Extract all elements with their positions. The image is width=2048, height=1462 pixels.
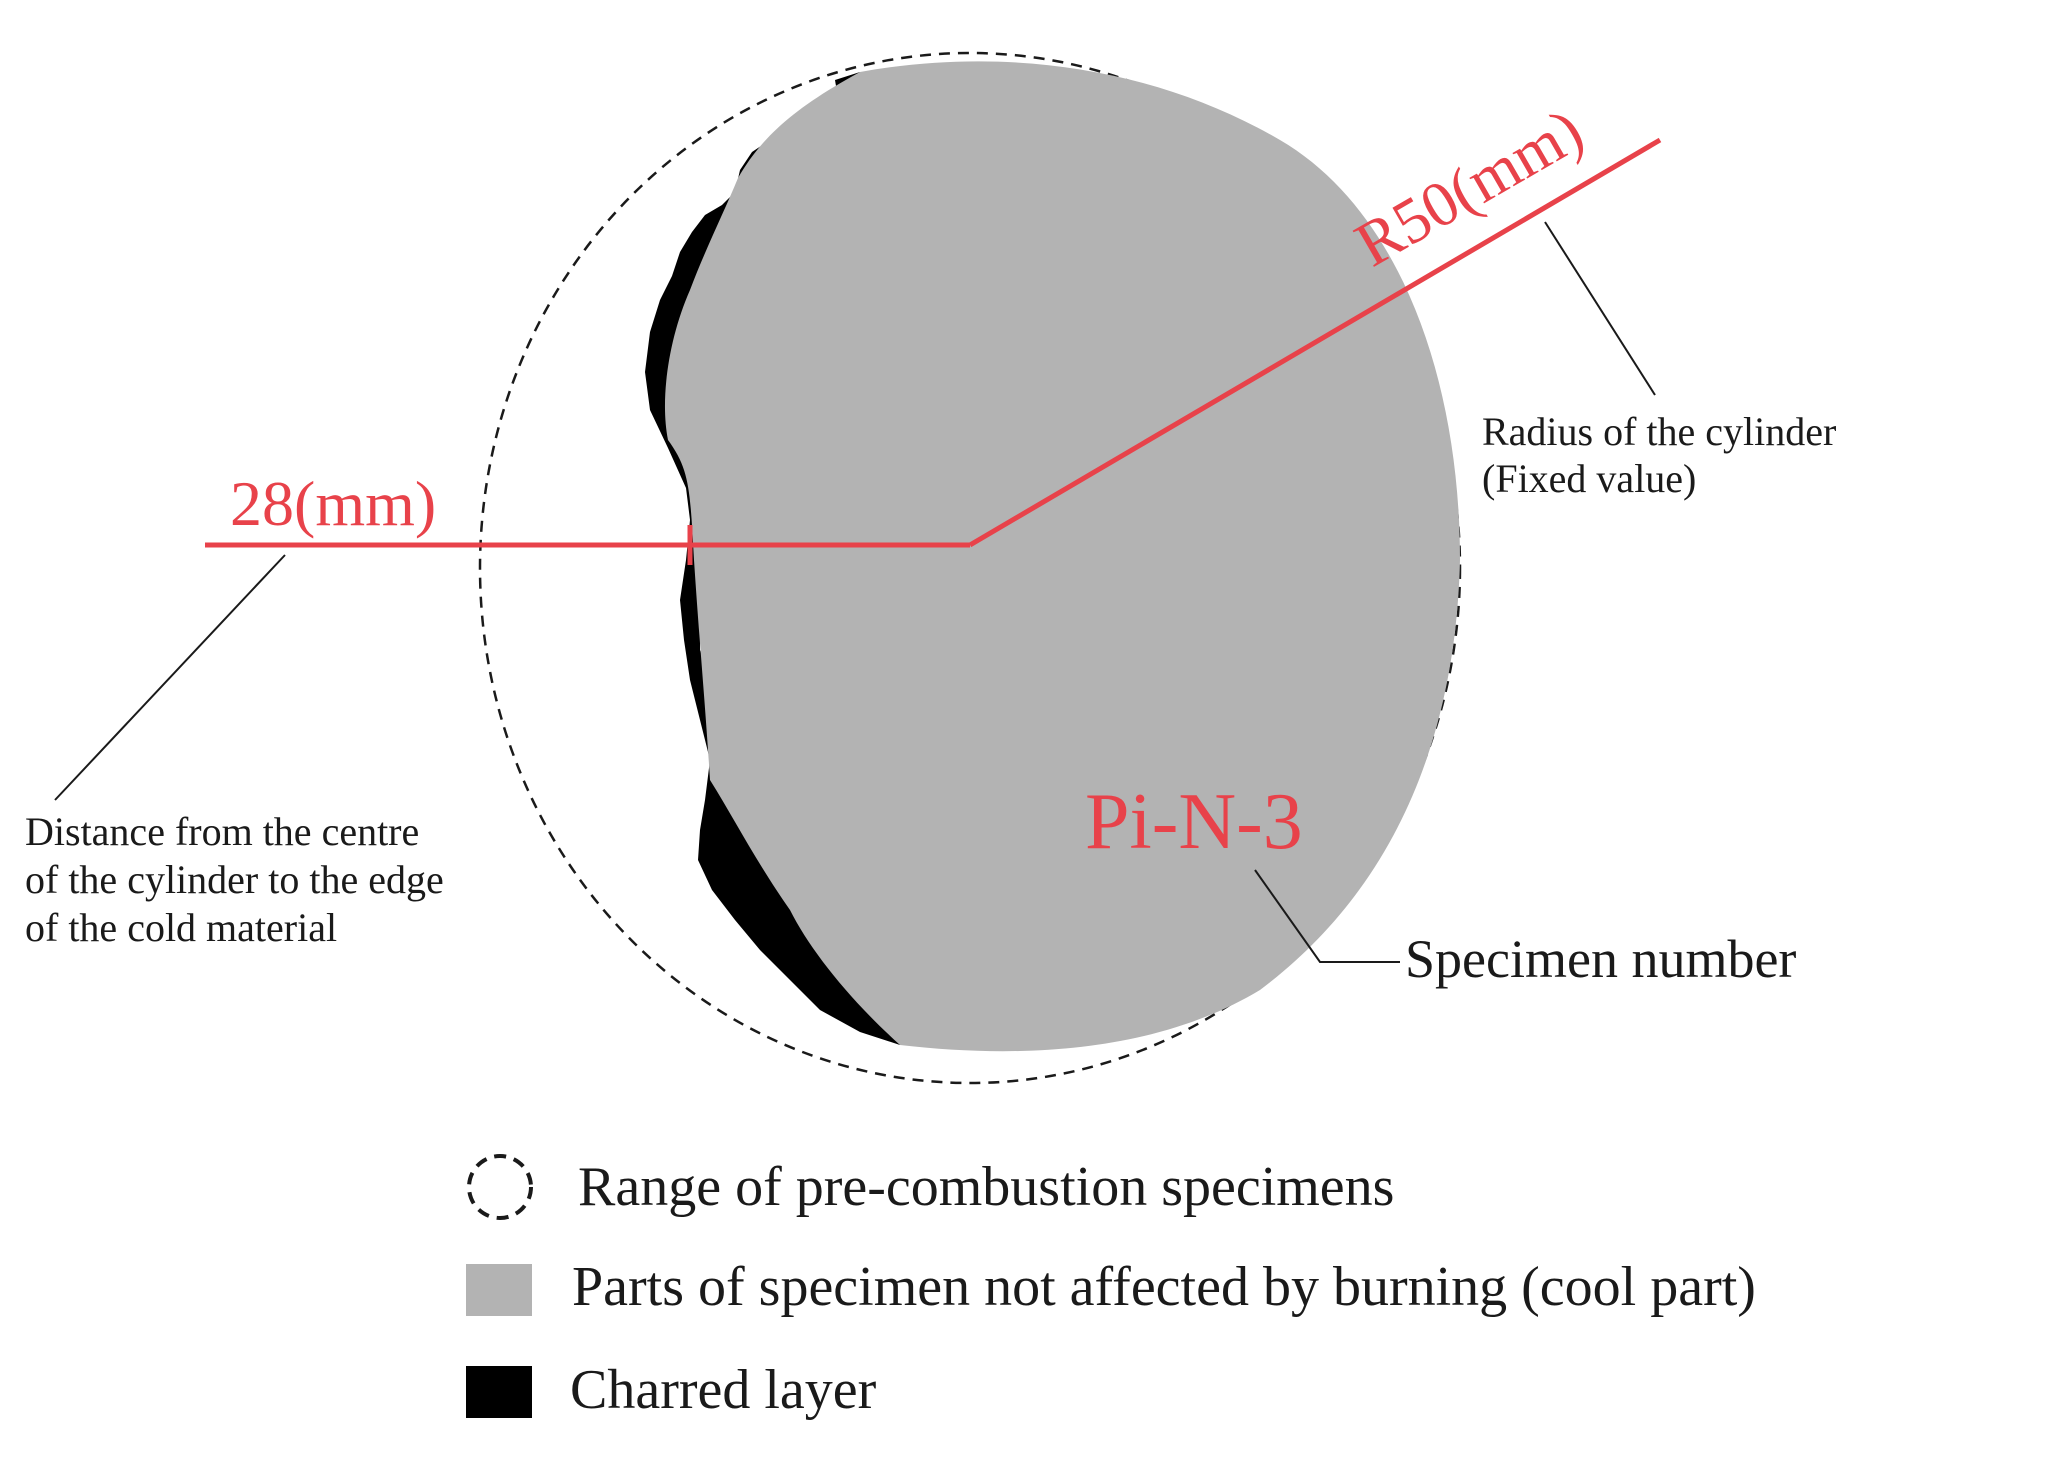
distance-leader-line: [54, 554, 286, 801]
legend: Range of pre-combustion specimens Parts …: [466, 1154, 1756, 1421]
dashed-circle-icon: [467, 1154, 533, 1220]
distance-description-line2: of the cylinder to the edge: [25, 857, 444, 902]
radius-description-line2: (Fixed value): [1482, 456, 1696, 501]
specimen-description: Specimen number: [1405, 929, 1796, 989]
radius-description-line1: Radius of the cylinder: [1482, 409, 1836, 454]
pre-combustion-outline: [478, 51, 1462, 1085]
black-square-icon: [466, 1366, 532, 1418]
radius-leader-line: [1544, 221, 1656, 396]
gray-square-icon: [466, 1264, 532, 1316]
specimen-leader-line: [1254, 869, 1400, 963]
distance-description-line1: Distance from the centre: [25, 809, 419, 854]
legend-label-charred-layer: Charred layer: [570, 1359, 877, 1421]
specimen-id-label: Pi-N-3: [1085, 778, 1303, 866]
distance-description-line3: of the cold material: [25, 905, 337, 950]
legend-label-pre-combustion: Range of pre-combustion specimens: [578, 1156, 1394, 1218]
legend-label-cool-part: Parts of specimen not affected by burnin…: [572, 1256, 1756, 1318]
radius-line: [968, 137, 1662, 548]
cool-part-region: [664, 61, 1460, 1052]
distance-value-label: 28(mm): [230, 468, 436, 539]
